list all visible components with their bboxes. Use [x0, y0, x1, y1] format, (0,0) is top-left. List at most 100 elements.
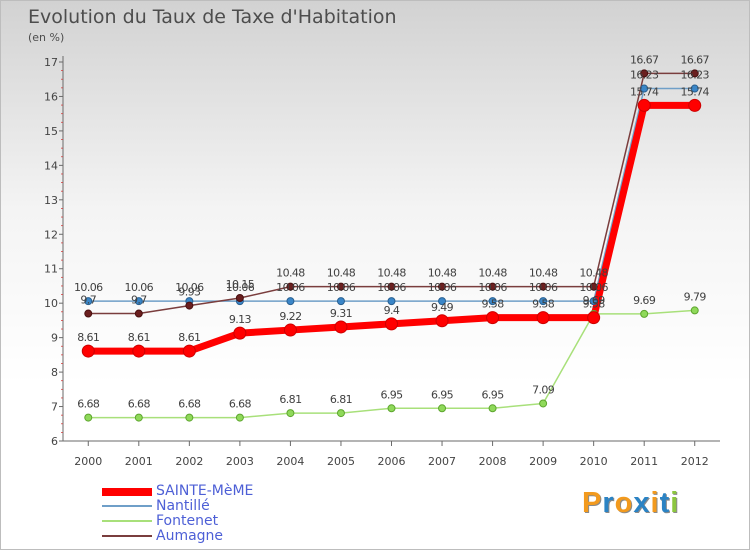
y-tick-label: 16 [44, 90, 58, 103]
x-tick-label: 2012 [681, 455, 709, 468]
data-label-aumagne: 9.7 [80, 294, 96, 307]
data-label-aumagne: 16.67 [680, 53, 709, 66]
data-point-nantille [640, 84, 649, 93]
data-point-fontenet [336, 409, 345, 418]
data-label-nantille: 10.06 [478, 281, 507, 294]
legend-swatch-aumagne [102, 535, 152, 537]
data-label-sainte-meme: 9.58 [583, 298, 606, 311]
data-point-sainte-meme [132, 344, 146, 358]
data-label-fontenet: 6.95 [380, 388, 403, 401]
data-label-fontenet: 9.79 [684, 290, 707, 303]
y-tick-label: 9 [51, 332, 58, 345]
data-point-sainte-meme [688, 98, 702, 112]
data-label-sainte-meme: 15.74 [630, 85, 659, 98]
data-point-aumagne [589, 282, 598, 291]
data-point-sainte-meme [536, 311, 550, 325]
data-label-nantille: 16.23 [630, 69, 659, 82]
data-label-aumagne: 10.48 [478, 267, 507, 280]
data-label-aumagne: 9.7 [131, 294, 147, 307]
data-point-aumagne [387, 282, 396, 291]
y-tick-label: 13 [44, 194, 58, 207]
data-point-sainte-meme [233, 326, 247, 340]
legend-swatch-fontenet [102, 520, 152, 522]
data-point-nantille [286, 297, 295, 306]
data-point-aumagne [690, 69, 699, 78]
data-label-sainte-meme: 15.74 [680, 85, 709, 98]
data-point-sainte-meme [637, 98, 651, 112]
data-point-aumagne [185, 301, 194, 310]
data-label-nantille: 16.23 [680, 69, 709, 82]
y-tick-label: 14 [44, 159, 58, 172]
data-label-fontenet: 6.68 [229, 398, 252, 411]
data-label-aumagne: 10.48 [276, 267, 305, 280]
logo-letter: P [582, 487, 603, 519]
data-point-sainte-meme [81, 344, 95, 358]
data-label-fontenet: 6.95 [482, 388, 505, 401]
data-label-aumagne: 10.48 [327, 267, 356, 280]
data-label-nantille: 10.06 [377, 281, 406, 294]
legend-label-nantille: Nantillé [156, 498, 210, 514]
data-label-nantille: 10.06 [74, 281, 103, 294]
data-point-aumagne [488, 282, 497, 291]
data-label-sainte-meme: 9.22 [279, 310, 301, 323]
data-point-sainte-meme [334, 320, 348, 334]
y-tick-label: 7 [51, 401, 58, 414]
data-label-nantille: 10.06 [579, 281, 608, 294]
data-point-fontenet [84, 413, 93, 422]
data-point-aumagne [539, 282, 548, 291]
data-point-fontenet [690, 306, 699, 315]
data-point-aumagne [336, 282, 345, 291]
data-point-aumagne [640, 69, 649, 78]
x-tick-label: 2006 [378, 455, 406, 468]
data-label-fontenet: 6.95 [431, 388, 454, 401]
data-point-fontenet [286, 409, 295, 418]
data-point-fontenet [134, 413, 143, 422]
data-point-nantille [539, 297, 548, 306]
x-tick-label: 2004 [276, 455, 304, 468]
data-label-sainte-meme: 9.58 [482, 298, 505, 311]
data-point-nantille [84, 297, 93, 306]
data-point-fontenet [438, 404, 447, 413]
y-tick-label: 12 [44, 228, 58, 241]
data-label-sainte-meme: 9.4 [384, 304, 400, 317]
x-tick-label: 2000 [74, 455, 102, 468]
legend-swatch-nantille [102, 505, 152, 507]
data-label-nantille: 10.06 [428, 281, 457, 294]
data-point-nantille [336, 297, 345, 306]
legend-label-sainte-meme: SAINTE-MèME [156, 483, 254, 499]
legend-swatch-sainte-meme [102, 488, 152, 496]
data-label-nantille: 10.06 [175, 281, 204, 294]
data-point-fontenet [488, 404, 497, 413]
data-label-sainte-meme: 8.61 [128, 331, 150, 344]
data-point-sainte-meme [385, 317, 398, 331]
data-label-sainte-meme: 9.49 [431, 301, 454, 314]
data-label-sainte-meme: 8.61 [77, 331, 99, 344]
x-tick-label: 2009 [529, 455, 557, 468]
data-label-sainte-meme: 8.61 [178, 331, 200, 344]
data-point-nantille [134, 297, 143, 306]
data-label-fontenet: 6.68 [178, 398, 201, 411]
data-label-fontenet: 9.69 [633, 294, 656, 307]
x-tick-label: 2007 [428, 455, 456, 468]
data-label-fontenet: 6.68 [128, 398, 151, 411]
data-label-fontenet: 6.68 [77, 398, 100, 411]
data-label-sainte-meme: 9.13 [229, 313, 252, 326]
data-label-nantille: 10.06 [226, 281, 255, 294]
data-point-fontenet [640, 309, 649, 318]
data-point-sainte-meme [435, 314, 449, 328]
data-point-nantille [690, 84, 699, 93]
x-tick-label: 2011 [630, 455, 658, 468]
x-tick-label: 2008 [479, 455, 507, 468]
data-point-sainte-meme [283, 323, 297, 337]
data-point-nantille [438, 297, 447, 306]
data-point-nantille [589, 297, 598, 306]
data-label-nantille: 10.06 [125, 281, 154, 294]
logo-letter: o [614, 487, 634, 519]
logo-letter: x [633, 487, 651, 519]
data-point-nantille [488, 297, 497, 306]
data-label-nantille: 10.06 [276, 281, 305, 294]
data-point-fontenet [387, 404, 396, 413]
logo-letter: t [659, 487, 671, 519]
data-point-aumagne [134, 309, 143, 318]
